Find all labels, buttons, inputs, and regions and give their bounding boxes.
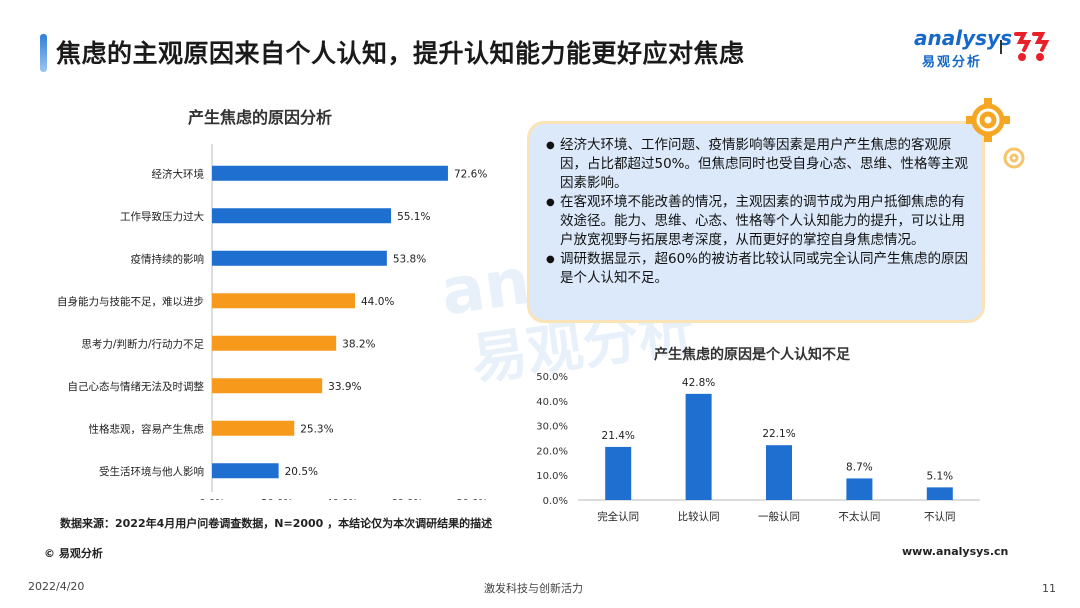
data-label: 44.0% (361, 296, 394, 308)
data-source-note: 数据来源：2022年4月用户问卷调查数据，N=2000 ，本结论仅为本次调研结果… (60, 517, 493, 530)
website-link[interactable]: www.analysys.cn (902, 545, 1009, 558)
data-label: 72.6% (454, 168, 487, 180)
y-tick-label: 20.0% (536, 446, 568, 457)
bar (212, 335, 337, 351)
x-tick-label: 40.0% (326, 498, 358, 500)
bar (212, 250, 387, 266)
category-label: 自身能力与技能不足，难以进步 (57, 295, 204, 308)
logo-text: analysys (914, 26, 1012, 50)
bar (212, 165, 448, 181)
page-title: 焦虑的主观原因来自个人认知，提升认知能力能更好应对焦虑 (56, 39, 745, 68)
y-tick-label: 0.0% (543, 496, 568, 507)
data-label: 8.7% (846, 461, 873, 473)
summary-note-box: 经济大环境、工作问题、疫情影响等因素是用户产生焦虑的客观原因，占比都超过50%。… (530, 124, 982, 320)
chart1-title: 产生焦虑的原因分析 (188, 108, 333, 127)
slogan: 激发科技与创新活力 (484, 582, 583, 595)
bar (212, 378, 323, 394)
category-label: 性格悲观，容易产生焦虑 (89, 422, 205, 435)
data-label: 55.1% (397, 211, 430, 223)
category-label: 受生活环境与他人影响 (99, 465, 204, 478)
category-label: 不太认同 (838, 510, 880, 523)
data-label: 22.1% (762, 428, 795, 440)
data-label: 21.4% (602, 430, 635, 442)
data-label: 53.8% (393, 253, 426, 265)
x-tick-label: 20.0% (261, 498, 293, 500)
logo-divider (1000, 40, 1002, 54)
x-tick-label: 60.0% (391, 498, 423, 500)
category-label: 思考力/判断力/行动力不足 (81, 337, 204, 350)
page-number: 11 (1042, 582, 1056, 595)
note-item: 调研数据显示，超60%的被访者比较认同或完全认同产生焦虑的原因是个人认知不足。 (546, 250, 968, 288)
category-label: 不认同 (924, 510, 956, 523)
data-label: 25.3% (300, 423, 333, 435)
y-tick-label: 40.0% (536, 397, 568, 408)
category-label: 完全认同 (597, 510, 639, 523)
y-tick-label: 30.0% (536, 422, 568, 433)
bar (846, 478, 873, 500)
copyright: © 易观分析 (44, 547, 103, 560)
data-label: 5.1% (926, 470, 953, 482)
analysys-logo: analysys 易观分析 (908, 24, 1012, 72)
cognition-bar-chart: 0.0% 10.0% 20.0% 30.0% 40.0% 50.0% 21.4% 完全认同 42… (536, 372, 980, 523)
bar (685, 393, 712, 500)
bar (212, 293, 355, 309)
data-label: 33.9% (328, 381, 361, 393)
y-tick-label: 50.0% (536, 372, 568, 383)
bar (212, 420, 295, 436)
bar (926, 487, 953, 500)
reasons-bar-chart: 经济大环境 72.6% 工作导致压力过大 55.1% 疫情持续的影响 53.8% 自身能力与… (57, 144, 488, 500)
x-tick-label: 0.0% (199, 498, 224, 500)
logo-subtext: 易观分析 (922, 55, 983, 70)
gear-icon (966, 98, 1025, 169)
date: 2022/4/20 (28, 580, 85, 593)
data-label: 20.5% (285, 466, 318, 478)
data-label: 42.8% (682, 377, 715, 389)
dangdang-logo (1014, 32, 1050, 61)
category-label: 比较认同 (678, 510, 720, 523)
x-tick-label: 80.0% (456, 498, 488, 500)
chart2-title: 产生焦虑的原因是个人认知不足 (654, 347, 850, 363)
category-label: 自己心态与情绪无法及时调整 (68, 380, 205, 393)
title-accent-bar (40, 34, 47, 72)
note-item: 经济大环境、工作问题、疫情影响等因素是用户产生焦虑的客观原因，占比都超过50%。… (546, 136, 968, 193)
bar (766, 445, 792, 500)
data-label: 38.2% (342, 338, 375, 350)
category-label: 工作导致压力过大 (120, 210, 204, 223)
category-label: 一般认同 (758, 510, 800, 523)
bar (212, 208, 392, 224)
category-label: 经济大环境 (152, 167, 205, 180)
y-tick-label: 10.0% (536, 471, 568, 482)
note-item: 在客观环境不能改善的情况，主观因素的调节成为用户抵御焦虑的有效途径。能力、思维、… (546, 193, 968, 250)
bar (212, 463, 279, 479)
bar (605, 446, 632, 500)
category-label: 疫情持续的影响 (131, 252, 205, 265)
